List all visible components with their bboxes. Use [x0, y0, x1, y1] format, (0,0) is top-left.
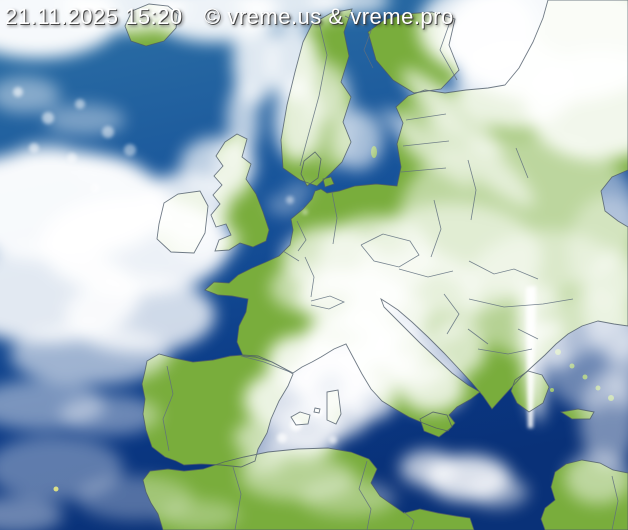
land-denmark	[301, 152, 334, 187]
copyright-label: © vreme.us & vreme.pro	[204, 4, 454, 29]
cloud-east-med	[565, 250, 628, 504]
cloud-bottom-left-wisps	[0, 436, 240, 530]
cloud-greece-plume-core	[526, 286, 536, 428]
cloud-northeast-sheet	[381, 0, 628, 207]
cloud-top-band	[0, 0, 390, 200]
cloud-atlantic-front	[0, 137, 256, 435]
cloud-north-africa	[240, 433, 528, 516]
land-sicily	[420, 412, 452, 437]
timestamp-label: 21.11.2025 15:20	[5, 4, 183, 29]
country-borders-layer	[162, 15, 619, 530]
cloud-central-europe	[270, 226, 430, 340]
